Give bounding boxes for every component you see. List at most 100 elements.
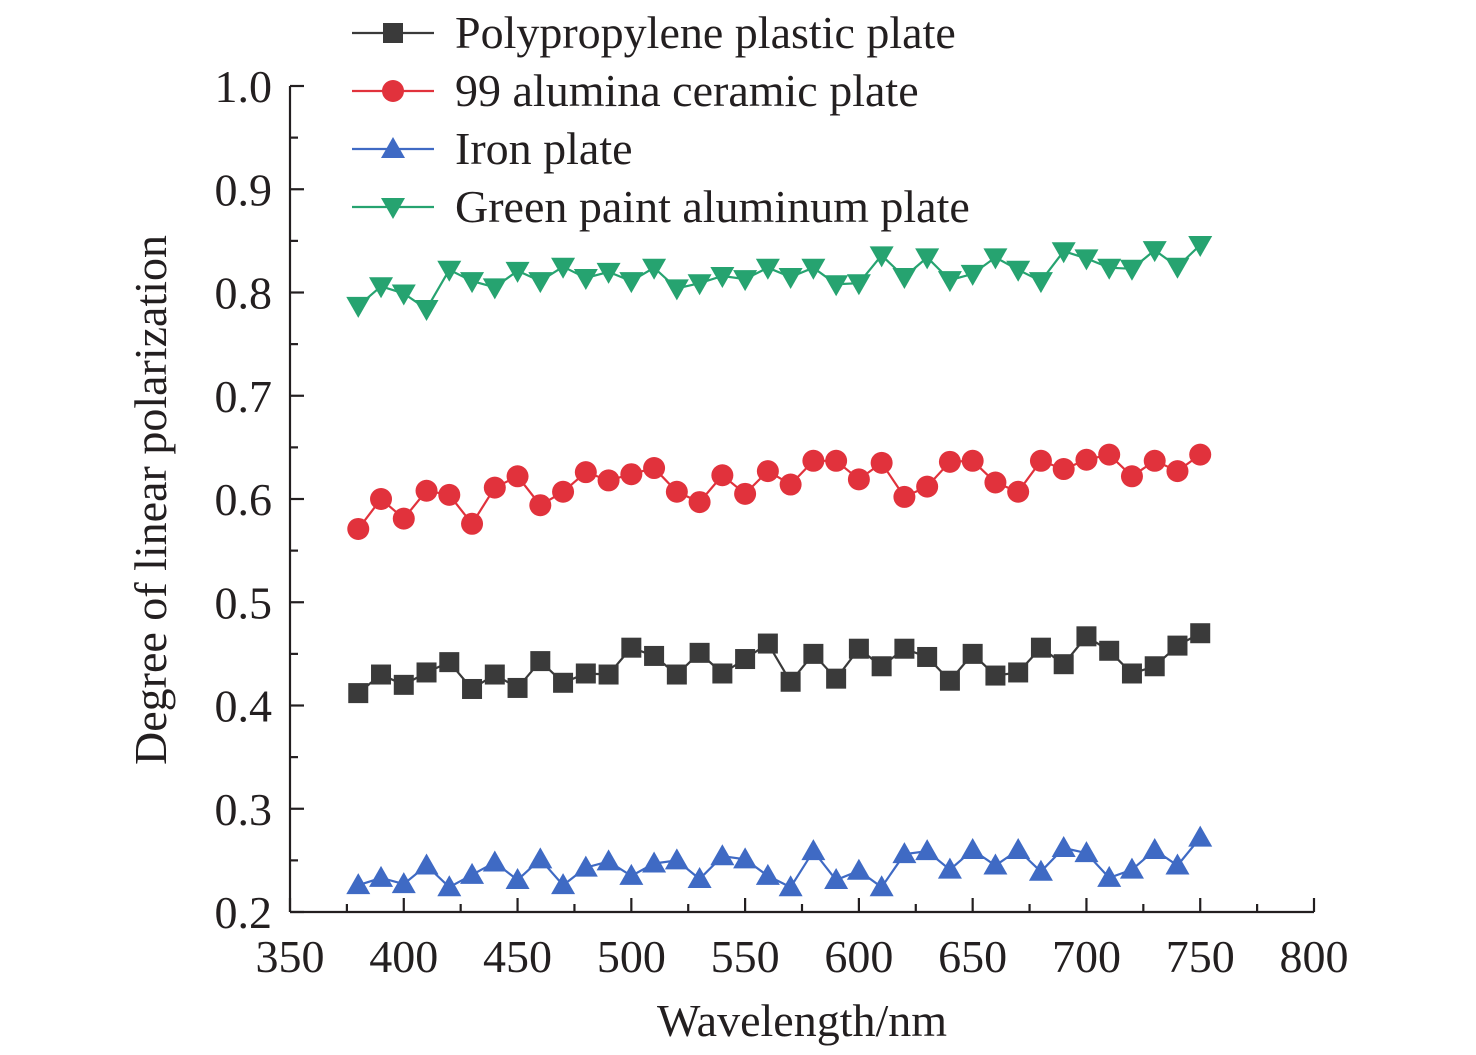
data-point — [370, 488, 393, 510]
data-point — [1098, 443, 1121, 466]
data-point — [824, 867, 849, 889]
data-point — [461, 512, 484, 535]
data-point — [621, 637, 642, 658]
series-line — [357, 244, 1201, 311]
legend-marker — [383, 23, 403, 43]
data-point — [620, 463, 643, 486]
data-point — [1075, 448, 1098, 471]
data-point — [1167, 635, 1188, 656]
data-point — [733, 270, 758, 292]
data-point — [484, 664, 505, 685]
series-line — [357, 632, 1201, 694]
data-point — [460, 862, 485, 884]
data-point — [712, 663, 733, 684]
y-tick-label: 0.4 — [215, 681, 273, 732]
data-point — [1120, 465, 1143, 488]
data-point — [530, 651, 551, 672]
data-point — [369, 277, 394, 299]
series-1 — [348, 623, 1211, 704]
legend-label: Iron plate — [455, 123, 633, 174]
data-point — [574, 461, 597, 484]
data-point — [666, 664, 687, 685]
data-point — [347, 517, 370, 540]
data-point — [598, 664, 619, 685]
data-point — [939, 670, 960, 691]
data-point — [869, 875, 894, 897]
data-point — [917, 646, 938, 667]
data-point — [825, 449, 848, 472]
data-point — [1142, 838, 1167, 860]
y-tick-label: 1.0 — [215, 61, 273, 112]
data-point — [414, 853, 439, 875]
data-point — [665, 480, 688, 503]
data-point — [1028, 272, 1053, 294]
data-point — [1074, 841, 1099, 863]
data-point — [505, 261, 530, 283]
data-point — [597, 469, 620, 492]
y-axis-title: Degree of linear polarization — [125, 235, 176, 765]
data-point — [1121, 663, 1142, 684]
data-point — [847, 468, 870, 491]
data-point — [482, 850, 507, 872]
series-4 — [346, 236, 1213, 322]
legend-marker — [381, 198, 405, 219]
data-point — [529, 494, 552, 517]
data-point — [1189, 443, 1212, 466]
data-point — [688, 491, 711, 514]
data-point — [780, 671, 801, 692]
data-point — [507, 677, 528, 698]
series-line — [357, 837, 1202, 889]
data-point — [778, 875, 803, 897]
data-point — [573, 269, 598, 291]
data-point — [642, 258, 667, 280]
data-point — [1097, 258, 1122, 280]
data-point — [346, 296, 371, 318]
data-point — [505, 867, 530, 889]
data-point — [937, 271, 962, 293]
x-tick-label: 450 — [483, 931, 552, 982]
data-point — [846, 858, 871, 880]
data-point — [437, 875, 462, 897]
data-point — [937, 857, 962, 879]
data-point — [1143, 449, 1166, 472]
data-point — [1006, 260, 1031, 282]
data-point — [710, 266, 735, 288]
data-point — [894, 638, 915, 659]
data-point — [1051, 242, 1076, 264]
legend-entry: Polypropylene plastic plate — [352, 7, 956, 58]
y-tick-label: 0.7 — [215, 371, 273, 422]
data-point — [551, 873, 576, 895]
data-point — [644, 645, 665, 666]
legend: Polypropylene plastic plate 99 alumina ce… — [352, 7, 970, 232]
data-point — [733, 847, 758, 869]
data-point — [778, 268, 803, 290]
data-point — [870, 451, 893, 474]
data-point — [553, 672, 574, 693]
data-point — [528, 847, 553, 869]
data-point — [643, 457, 666, 480]
data-point — [482, 278, 507, 300]
data-point — [826, 668, 847, 689]
data-point — [1029, 449, 1052, 472]
data-point — [371, 664, 392, 685]
data-point — [960, 838, 985, 860]
data-point — [915, 839, 940, 861]
series-3 — [346, 825, 1213, 897]
data-point — [687, 866, 712, 888]
data-point — [757, 633, 778, 654]
legend-marker — [382, 80, 404, 102]
x-tick-label: 700 — [1052, 931, 1121, 982]
legend-entry: Iron plate — [352, 123, 633, 174]
data-point — [846, 274, 871, 296]
y-tick-label: 0.6 — [215, 474, 273, 525]
legend-entry: 99 alumina ceramic plate — [352, 65, 919, 116]
data-point — [892, 842, 917, 864]
data-point — [460, 272, 485, 294]
data-point — [1074, 249, 1099, 271]
data-point — [393, 674, 414, 695]
data-point — [437, 260, 462, 282]
data-point — [1188, 825, 1213, 847]
data-point — [551, 257, 576, 279]
legend-label: 99 alumina ceramic plate — [455, 65, 919, 116]
data-point — [710, 844, 735, 866]
